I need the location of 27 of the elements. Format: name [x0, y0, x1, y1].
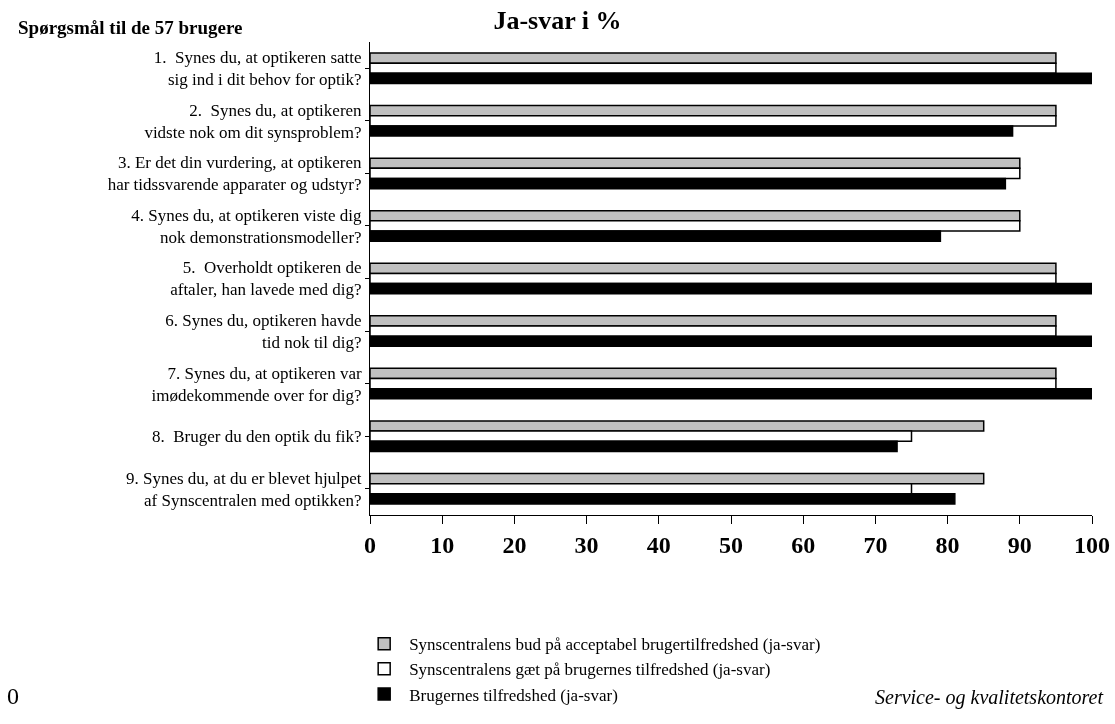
- x-tick-label: 30: [574, 531, 599, 558]
- y-tick-label: 6. Synes du, optikeren havde tid nok til dig?: [165, 310, 362, 353]
- x-tick-label: 70: [863, 531, 888, 558]
- chart-title: Ja-svar i %: [493, 6, 622, 36]
- y-tick-label: 4. Synes du, at optikeren viste dig nok demonstrationsmodeller?: [131, 205, 363, 247]
- y-tick-label: 3. Er det din vurdering, at optikeren har tidssvarende apparater og udstyr?: [107, 153, 363, 195]
- y-tick-label: 2. Synes du, at optikeren vidste nok om dit synsproblem?: [144, 100, 363, 142]
- x-tick-label: 80: [935, 531, 960, 558]
- y-tick-label: 1. Synes du, at optikeren satte sig ind i dit behov for optik?: [153, 48, 362, 90]
- y-tick-label: 5. Overholdt optikeren de aftaler, han lavede med dig?: [170, 258, 362, 300]
- x-tick-label: 90: [1007, 531, 1032, 558]
- x-tick-label: 20: [502, 531, 527, 558]
- x-tick-label: 50: [719, 531, 743, 558]
- x-tick-label: 10: [430, 531, 455, 558]
- text: Service- og kvalitetskontoret: [875, 686, 1104, 709]
- x-tick-label: 0: [364, 531, 376, 558]
- legend-label: Synscentralens bud på acceptabel brugertilfredshed (ja-svar): [409, 635, 821, 655]
- y-tick-label: 7. Synes du, at optikeren var imødekommende over for dig?: [151, 363, 362, 405]
- legend-label: Brugernes tilfredshed (ja-svar): [409, 685, 618, 705]
- legend-label: Synscentralens gæt på brugernes tilfredshed (ja-svar): [409, 660, 771, 680]
- y-axis-title: Spørgsmål til de 57 brugere: [18, 17, 243, 38]
- y-tick-label: 9. Synes du, at du er blevet hjulpet af Synscentralen med optikken?: [126, 468, 362, 510]
- y-tick-label: 8. Bruger du den optik du fik?: [151, 427, 362, 447]
- x-tick-label: 100: [1074, 531, 1110, 558]
- text: 0: [7, 683, 19, 709]
- x-tick-label: 40: [646, 531, 671, 558]
- x-tick-label: 60: [791, 531, 816, 558]
